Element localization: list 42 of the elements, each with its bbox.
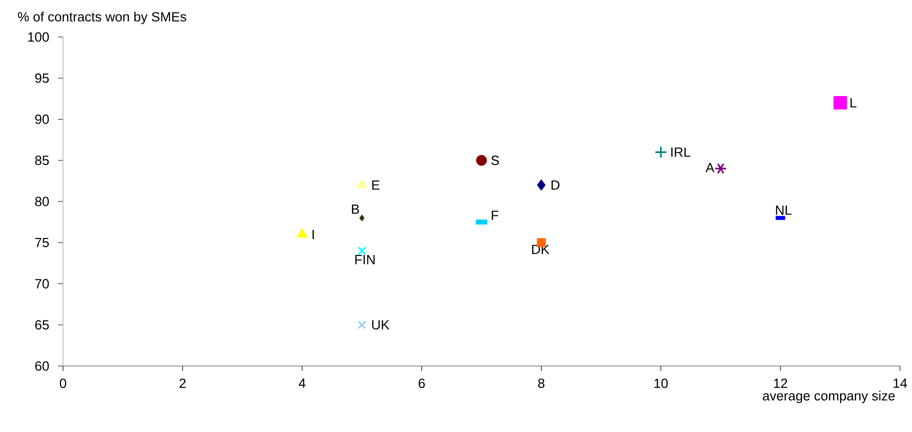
- point: [358, 320, 366, 330]
- x-tick-label: 10: [654, 378, 668, 388]
- x-axis-title: average company size: [762, 390, 895, 404]
- y-tick-label: 60: [35, 361, 49, 371]
- series-label: E: [372, 180, 380, 190]
- y-tick-label: 95: [35, 73, 49, 83]
- y-tick-label: 75: [35, 238, 49, 248]
- y-tick-label: 80: [35, 196, 49, 206]
- y-tick-label: 85: [35, 156, 49, 166]
- point: [536, 179, 546, 191]
- series-label: B: [352, 204, 360, 214]
- point: [296, 228, 308, 238]
- series-label: I: [312, 230, 314, 239]
- point: [358, 246, 366, 256]
- series-label: A: [706, 163, 714, 172]
- point: [359, 214, 365, 222]
- x-tick-label: 2: [180, 378, 186, 388]
- point: [834, 96, 847, 110]
- x-tick-label: 14: [894, 378, 908, 388]
- x-tick-label: 0: [60, 378, 66, 388]
- point: [654, 146, 668, 158]
- point: [476, 154, 487, 166]
- series-label: D: [552, 180, 560, 190]
- series-label: F: [492, 210, 498, 220]
- y-tick-label: 100: [28, 32, 49, 42]
- series-label: UK: [372, 320, 390, 330]
- x-tick-label: 8: [538, 378, 544, 388]
- point: [356, 178, 368, 188]
- y-tick-label: 90: [35, 114, 49, 124]
- series-label: NL: [776, 206, 792, 215]
- series-label: L: [850, 98, 856, 108]
- point: [714, 163, 727, 174]
- x-tick-label: 12: [774, 378, 788, 388]
- x-tick-label: 4: [298, 378, 306, 388]
- y-axis-title: % of contracts won by SMEs: [18, 12, 186, 24]
- series-label: S: [491, 156, 499, 166]
- series-label: FIN: [355, 255, 375, 264]
- y-tick-label: 70: [35, 279, 49, 288]
- x-tick-label: 6: [418, 378, 425, 388]
- series-label: DK: [532, 244, 550, 254]
- y-tick-label: 65: [35, 320, 49, 330]
- series-label: IRL: [671, 148, 690, 157]
